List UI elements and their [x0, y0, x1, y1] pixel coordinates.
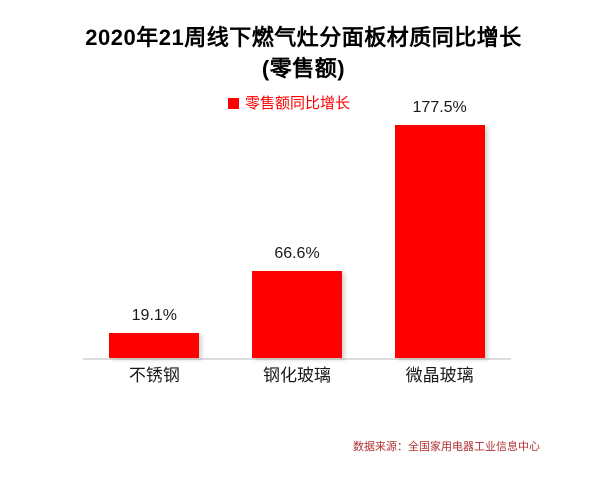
x-axis-labels: 不锈钢 钢化玻璃 微晶玻璃	[83, 366, 511, 388]
legend: 零售额同比增长	[228, 96, 350, 111]
chart-title: 2020年21周线下燃气灶分面板材质同比增长 (零售额)	[0, 22, 607, 84]
category-label-钢化玻璃: 钢化玻璃	[263, 366, 331, 385]
bar-钢化玻璃	[252, 271, 342, 358]
chart-title-line1: 2020年21周线下燃气灶分面板材质同比增长	[85, 25, 522, 50]
bar-不锈钢	[109, 333, 200, 358]
value-label-微晶玻璃: 177.5%	[412, 99, 467, 116]
chart-title-line2: (零售额)	[261, 56, 346, 81]
data-source-note: 数据来源：全国家用电器工业信息中心	[353, 441, 540, 453]
legend-swatch-icon	[228, 98, 239, 109]
legend-label: 零售额同比增长	[245, 95, 351, 112]
bar-微晶玻璃	[394, 125, 485, 358]
plot-area: 19.1% 66.6% 177.5%	[83, 99, 511, 360]
value-label-不锈钢: 19.1%	[131, 307, 178, 324]
category-label-微晶玻璃: 微晶玻璃	[405, 366, 474, 385]
value-label-钢化玻璃: 66.6%	[274, 245, 320, 262]
category-label-不锈钢: 不锈钢	[128, 366, 180, 385]
